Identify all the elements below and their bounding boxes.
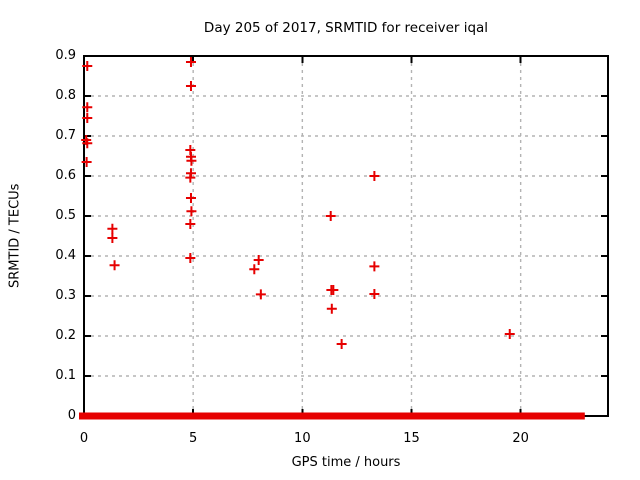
- data-point-marker: [82, 102, 93, 113]
- x-tick-label: 15: [403, 431, 420, 446]
- data-point-marker: [255, 289, 266, 300]
- data-point-marker: [336, 339, 347, 349]
- x-axis-label: GPS time / hours: [291, 455, 401, 470]
- x-tick-label: 5: [189, 431, 198, 446]
- y-tick-label: 0.9: [55, 48, 76, 63]
- x-tick-label: 0: [79, 431, 89, 446]
- x-tick-label: 10: [294, 431, 311, 446]
- y-tick-label: 0: [67, 408, 76, 423]
- chart-title: Day 205 of 2017, SRMTID for receiver iqa…: [203, 20, 489, 36]
- data-point-marker: [249, 264, 260, 275]
- plot-border: [83, 55, 609, 417]
- data-point-marker: [186, 206, 197, 217]
- data-point-marker: [185, 253, 196, 263]
- data-point-marker: [326, 303, 337, 314]
- y-tick-label: 0.4: [55, 248, 76, 263]
- y-tick-label: 0.6: [55, 168, 76, 183]
- y-tick-label: 0.2: [55, 328, 76, 343]
- data-point-marker: [504, 329, 515, 339]
- data-point-marker: [185, 193, 196, 203]
- data-point-marker: [109, 260, 120, 271]
- y-axis-label: SRMTID / TECUs: [7, 183, 23, 289]
- y-tick-label: 0.1: [55, 368, 76, 383]
- data-point-marker: [186, 155, 197, 166]
- data-point-marker: [253, 255, 264, 265]
- data-point-marker: [328, 285, 339, 295]
- y-tick-label: 0.8: [55, 88, 76, 103]
- data-point-marker: [82, 61, 93, 71]
- data-point-marker: [369, 261, 380, 272]
- x-tick-label: 20: [512, 431, 529, 446]
- data-point-marker: [369, 289, 380, 299]
- data-point-marker: [185, 219, 196, 229]
- baseline-point-band: [79, 412, 585, 420]
- data-point-marker: [82, 113, 93, 123]
- data-point-marker: [185, 57, 196, 67]
- data-point-marker: [185, 172, 196, 183]
- data-point-marker: [107, 233, 118, 243]
- y-tick-label: 0.3: [55, 288, 76, 303]
- y-tick-label: 0.5: [55, 208, 76, 223]
- data-point-marker: [81, 157, 92, 167]
- data-point-marker: [185, 81, 196, 91]
- y-tick-label: 0.7: [55, 128, 76, 143]
- data-point-marker: [82, 138, 93, 149]
- data-point-marker: [107, 223, 118, 234]
- data-point-marker: [369, 171, 380, 181]
- data-point-marker: [325, 211, 336, 221]
